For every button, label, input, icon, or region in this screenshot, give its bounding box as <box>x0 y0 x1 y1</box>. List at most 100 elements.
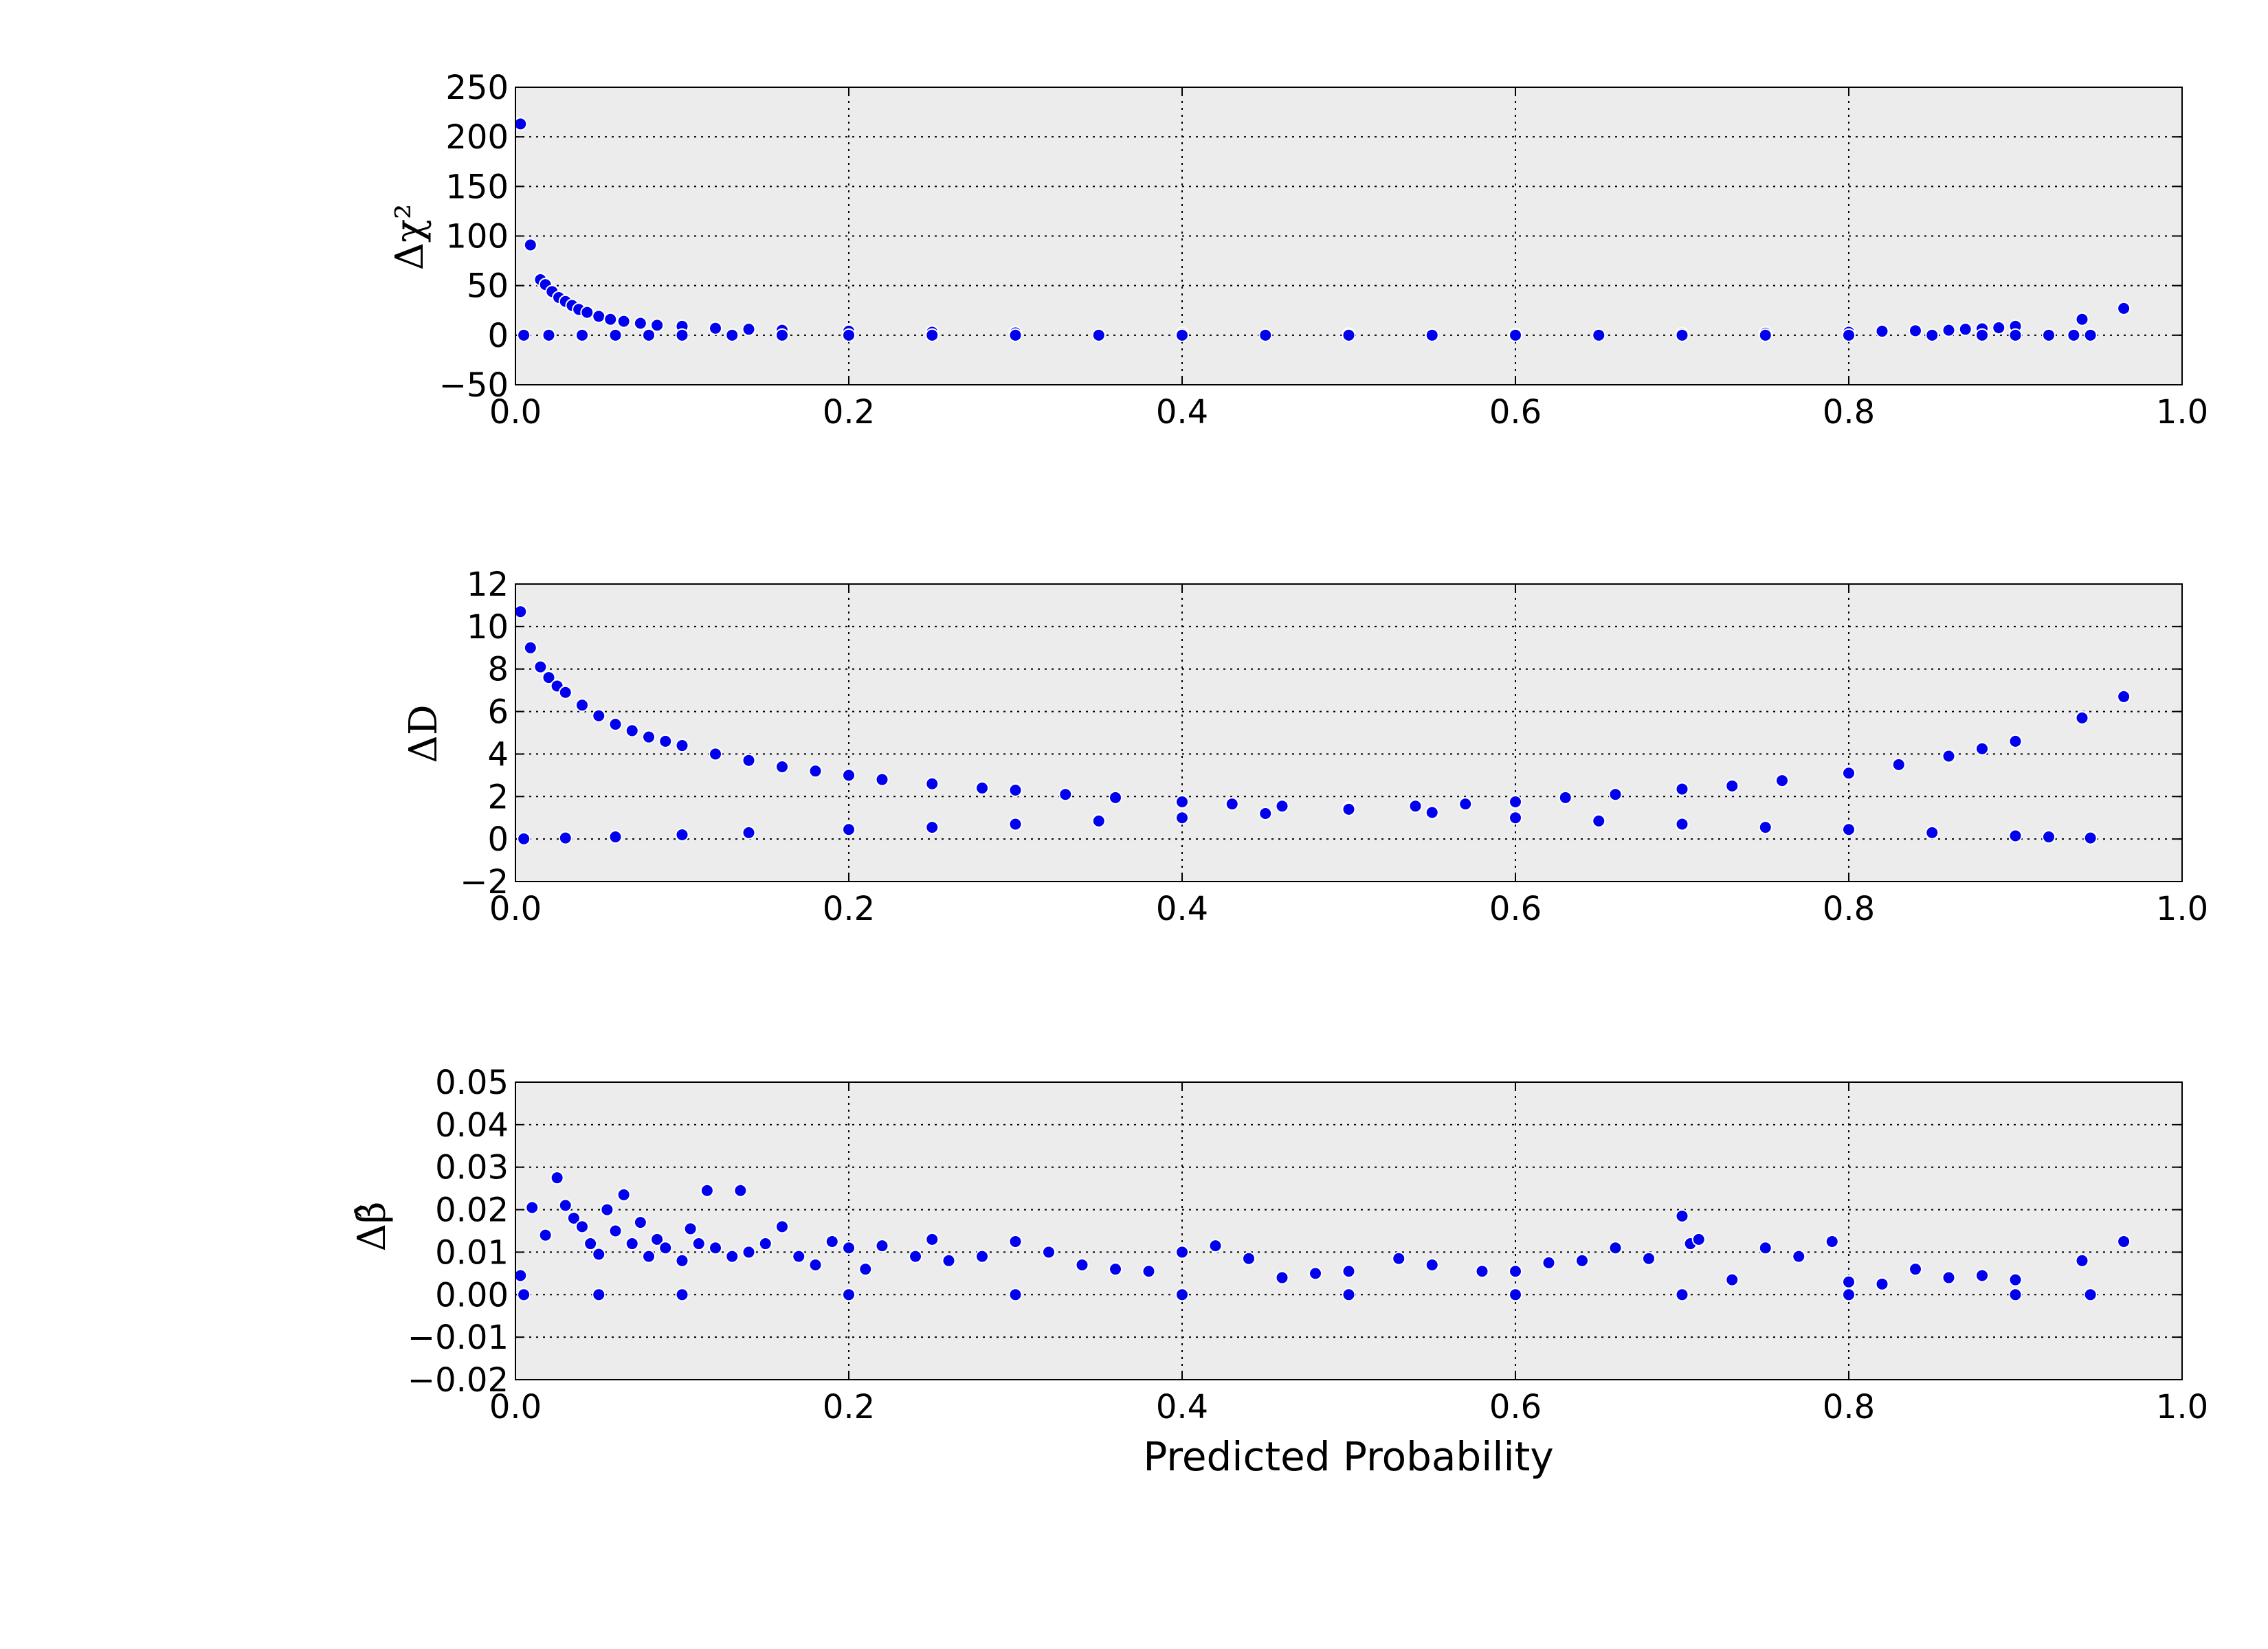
y-axis-label: Δβ̂ <box>350 1202 394 1252</box>
x-tick-label: 0.4 <box>1156 1388 1208 1426</box>
data-point <box>1992 321 2006 335</box>
data-point <box>1725 778 1739 793</box>
data-point <box>583 1237 598 1251</box>
data-point <box>1675 1288 1689 1302</box>
data-point <box>1242 1251 1256 1266</box>
y-tick-label: 0.02 <box>435 1191 509 1230</box>
data-point <box>1675 817 1689 831</box>
data-point <box>1925 825 1939 840</box>
data-point <box>517 1288 531 1302</box>
x-tick-label: 1.0 <box>2156 890 2208 928</box>
data-point <box>1842 1288 1856 1302</box>
y-tick-label: 200 <box>445 118 509 157</box>
data-point <box>1975 328 1989 342</box>
data-point <box>700 1183 714 1198</box>
data-point <box>2117 301 2131 315</box>
data-point <box>542 671 556 685</box>
data-point <box>1042 1245 1056 1259</box>
data-point <box>533 660 548 674</box>
data-point <box>1392 1251 1406 1266</box>
data-point <box>1258 807 1273 821</box>
data-point <box>775 328 789 342</box>
data-point <box>575 1220 589 1234</box>
data-point <box>1091 814 1106 828</box>
data-point <box>603 312 618 326</box>
data-point <box>1175 1288 1189 1302</box>
data-point <box>1175 328 1189 342</box>
data-point <box>550 1171 564 1185</box>
data-point <box>1109 1262 1122 1277</box>
data-point <box>1058 787 1073 802</box>
data-point <box>1425 1257 1439 1272</box>
data-point <box>1425 805 1439 820</box>
plot-frame <box>515 1081 2183 1380</box>
data-point <box>2008 1272 2023 1287</box>
data-point <box>566 1211 581 1225</box>
data-point <box>1642 1251 1656 1266</box>
y-tick-label: 6 <box>487 693 509 732</box>
x-tick-labels: 0.0 0.2 0.4 0.6 0.8 1.0 <box>489 393 2208 431</box>
data-point <box>675 1288 689 1302</box>
data-point <box>592 708 606 723</box>
data-point <box>1075 1257 1089 1272</box>
data-point <box>625 1237 639 1251</box>
data-point <box>1142 1264 1156 1279</box>
data-point <box>925 1232 940 1246</box>
data-point <box>675 827 689 842</box>
data-point <box>542 328 556 342</box>
beta-panel: 0.0 0.2 0.4 0.6 0.8 1.0 −0.02−0.010.000.010.0… <box>350 1064 2208 1426</box>
data-point <box>658 1241 673 1255</box>
data-point <box>513 605 528 619</box>
plot-area <box>515 584 2182 882</box>
data-point <box>1942 749 1956 763</box>
data-point <box>558 831 572 845</box>
data-point <box>2083 1288 2098 1302</box>
data-point <box>2083 831 2098 845</box>
data-point <box>608 717 623 732</box>
data-point <box>1175 811 1189 825</box>
data-point <box>2067 328 2081 342</box>
data-point <box>975 1249 989 1264</box>
data-point <box>1342 328 1356 342</box>
data-point <box>675 739 689 753</box>
y-tick-label: −50 <box>439 366 509 405</box>
data-point <box>691 1237 706 1251</box>
data-point <box>575 698 589 713</box>
y-tick-label: 12 <box>467 565 509 604</box>
x-tick-label: 0.4 <box>1156 890 1208 928</box>
data-point <box>1008 1288 1023 1302</box>
y-tick-label: 0.01 <box>435 1233 509 1272</box>
data-point <box>1408 799 1423 814</box>
data-point <box>513 117 528 131</box>
data-point <box>2075 710 2089 725</box>
data-point <box>1909 324 1922 338</box>
data-point <box>709 747 722 761</box>
data-point <box>792 1249 806 1264</box>
data-point <box>875 1239 889 1253</box>
data-point <box>842 1288 856 1302</box>
data-point <box>842 768 856 783</box>
data-point <box>1842 822 1856 837</box>
data-point <box>1975 741 1989 756</box>
data-point <box>775 759 789 774</box>
x-tick-label: 0.0 <box>489 1388 542 1426</box>
data-point <box>650 1232 665 1246</box>
data-point <box>1875 324 1889 339</box>
data-point <box>742 1245 756 1259</box>
data-point <box>1458 797 1473 811</box>
data-point <box>2008 829 2023 843</box>
data-point <box>1975 1268 1989 1283</box>
data-points <box>513 605 2131 846</box>
data-point <box>1008 328 1023 342</box>
data-point <box>825 1234 839 1248</box>
data-point <box>709 1241 722 1255</box>
data-point <box>1275 799 1289 814</box>
data-point <box>858 1262 873 1277</box>
data-point <box>1675 1209 1689 1223</box>
data-point <box>1109 790 1122 805</box>
x-tick-label: 0.4 <box>1156 393 1208 431</box>
data-point <box>925 820 940 835</box>
data-point <box>1509 328 1522 342</box>
data-point <box>1758 820 1772 835</box>
grid-lines <box>515 1081 2183 1380</box>
